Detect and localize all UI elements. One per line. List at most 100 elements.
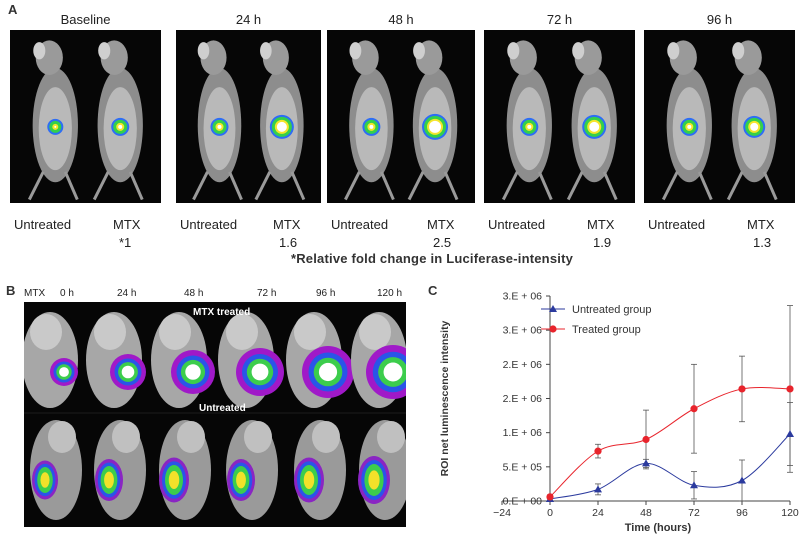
mouse-shape	[59, 367, 69, 377]
mouse-shape	[185, 364, 201, 380]
panel-b-header-96h: 96 h	[316, 288, 336, 299]
x-tick-label: 24	[592, 507, 604, 519]
mtx-label: MTX	[747, 217, 775, 232]
timepoint-label: 96 h	[706, 12, 733, 27]
mouse-shape	[244, 421, 272, 453]
mouse-shape	[359, 314, 391, 350]
legend-marker	[549, 325, 557, 333]
mouse-shape	[159, 314, 191, 350]
timepoint-label: 72 h	[546, 12, 573, 27]
panel-b-header-0h: 0 h	[60, 288, 74, 299]
mouse-shape	[318, 362, 338, 382]
panel-b-header-120h: 120 h	[377, 288, 403, 299]
y-tick-label: 3.E + 06	[503, 291, 543, 303]
mouse-shape	[40, 472, 50, 488]
data-point	[738, 385, 746, 393]
x-tick-label: 0	[547, 507, 553, 519]
panel-b-header-24h: 24 h	[117, 288, 137, 299]
data-point	[594, 485, 602, 493]
mouse-shape	[177, 421, 205, 453]
y-tick-label: 0.E + 00	[503, 496, 543, 508]
panel-b-image	[24, 302, 406, 527]
mouse-shape	[168, 471, 180, 489]
x-axis-title: Time (hours)	[625, 522, 692, 534]
data-point	[546, 493, 554, 501]
legend-marker	[549, 305, 557, 312]
panel-b-letter: B	[6, 283, 16, 298]
x-tick-label: −24	[493, 507, 511, 519]
data-point	[786, 430, 794, 438]
mouse-photo	[644, 30, 795, 203]
mouse-photo	[176, 30, 321, 203]
fold-change-value: 1.3	[753, 235, 772, 250]
x-tick-label: 96	[736, 507, 748, 519]
x-tick-label: 120	[781, 507, 799, 519]
mouse-shape	[121, 365, 135, 379]
mouse-image	[644, 30, 795, 203]
panel-b-label-treated: MTX treated	[193, 307, 251, 318]
mouse-shape	[368, 470, 380, 490]
timepoint-label: 48 h	[388, 12, 414, 27]
mtx-label: MTX	[113, 217, 141, 232]
y-tick-label: 5.E + 05	[503, 461, 543, 473]
x-tick-label: 72	[688, 507, 700, 519]
mouse-shape	[48, 421, 76, 453]
legend-label: Treated group	[572, 324, 641, 336]
timepoint-label: 24 h	[235, 12, 262, 27]
mouse-shape	[294, 314, 326, 350]
data-point	[738, 476, 746, 484]
mouse-photo	[327, 30, 475, 203]
panel-b-mice	[24, 312, 406, 520]
mouse-shape	[303, 471, 315, 489]
panel-c-letter: C	[428, 283, 438, 298]
data-point	[642, 459, 650, 467]
mouse-photo	[10, 30, 161, 203]
untreated-label: Untreated	[331, 217, 389, 232]
y-tick-label: 1.E + 06	[503, 427, 543, 439]
mouse-shape	[312, 421, 340, 453]
mouse-image	[176, 30, 321, 203]
mtx-label: MTX	[427, 217, 455, 232]
panel-b-label-untreated: Untreated	[199, 403, 246, 414]
y-axis-title: ROI net luminescence intensity	[439, 320, 451, 476]
legend-label: Untreated group	[572, 304, 652, 316]
y-tick-label: 3.E + 06	[503, 325, 543, 337]
mouse-image	[10, 30, 161, 203]
fold-change-value: 2.5	[433, 235, 452, 250]
mtx-label: MTX	[587, 217, 615, 232]
mouse-shape	[383, 362, 403, 382]
series-line	[549, 433, 791, 500]
panel-b-header-mtx: MTX	[24, 288, 46, 299]
fold-change-value: 1.9	[593, 235, 612, 250]
data-point	[690, 405, 698, 413]
mtx-label: MTX	[273, 217, 301, 232]
panel-b-header-48h: 48 h	[184, 288, 204, 299]
data-point	[690, 481, 698, 489]
mouse-shape	[104, 471, 114, 489]
panel-a-letter: A	[8, 2, 18, 17]
mouse-shape	[236, 471, 246, 489]
untreated-label: Untreated	[14, 217, 72, 232]
series-line	[549, 386, 791, 498]
timepoint-label: Baseline	[60, 12, 111, 27]
mouse-image	[327, 30, 475, 203]
panel-a-footnote: *Relative fold change in Luciferase-inte…	[290, 251, 574, 266]
data-point	[642, 435, 650, 444]
data-point	[786, 385, 794, 393]
panel-b-header-72h: 72 h	[257, 288, 277, 299]
mouse-shape	[251, 363, 269, 381]
untreated-label: Untreated	[488, 217, 546, 232]
fold-change-value: 1.6	[279, 235, 298, 250]
panel-c-chart: 0.E + 00 5.E + 05 1.E + 06 2.E + 06 2.E + 06…	[439, 291, 799, 535]
untreated-label: Untreated	[648, 217, 706, 232]
mouse-image	[484, 30, 635, 203]
mouse-shape	[226, 314, 258, 350]
y-tick-label: 2.E + 06	[503, 393, 543, 405]
data-point	[594, 447, 602, 455]
fold-change-value: *1	[119, 235, 132, 250]
mouse-shape	[30, 314, 62, 350]
mouse-shape	[112, 421, 140, 453]
untreated-label: Untreated	[180, 217, 238, 232]
mouse-shape	[94, 314, 126, 350]
x-tick-label: 48	[640, 507, 652, 519]
